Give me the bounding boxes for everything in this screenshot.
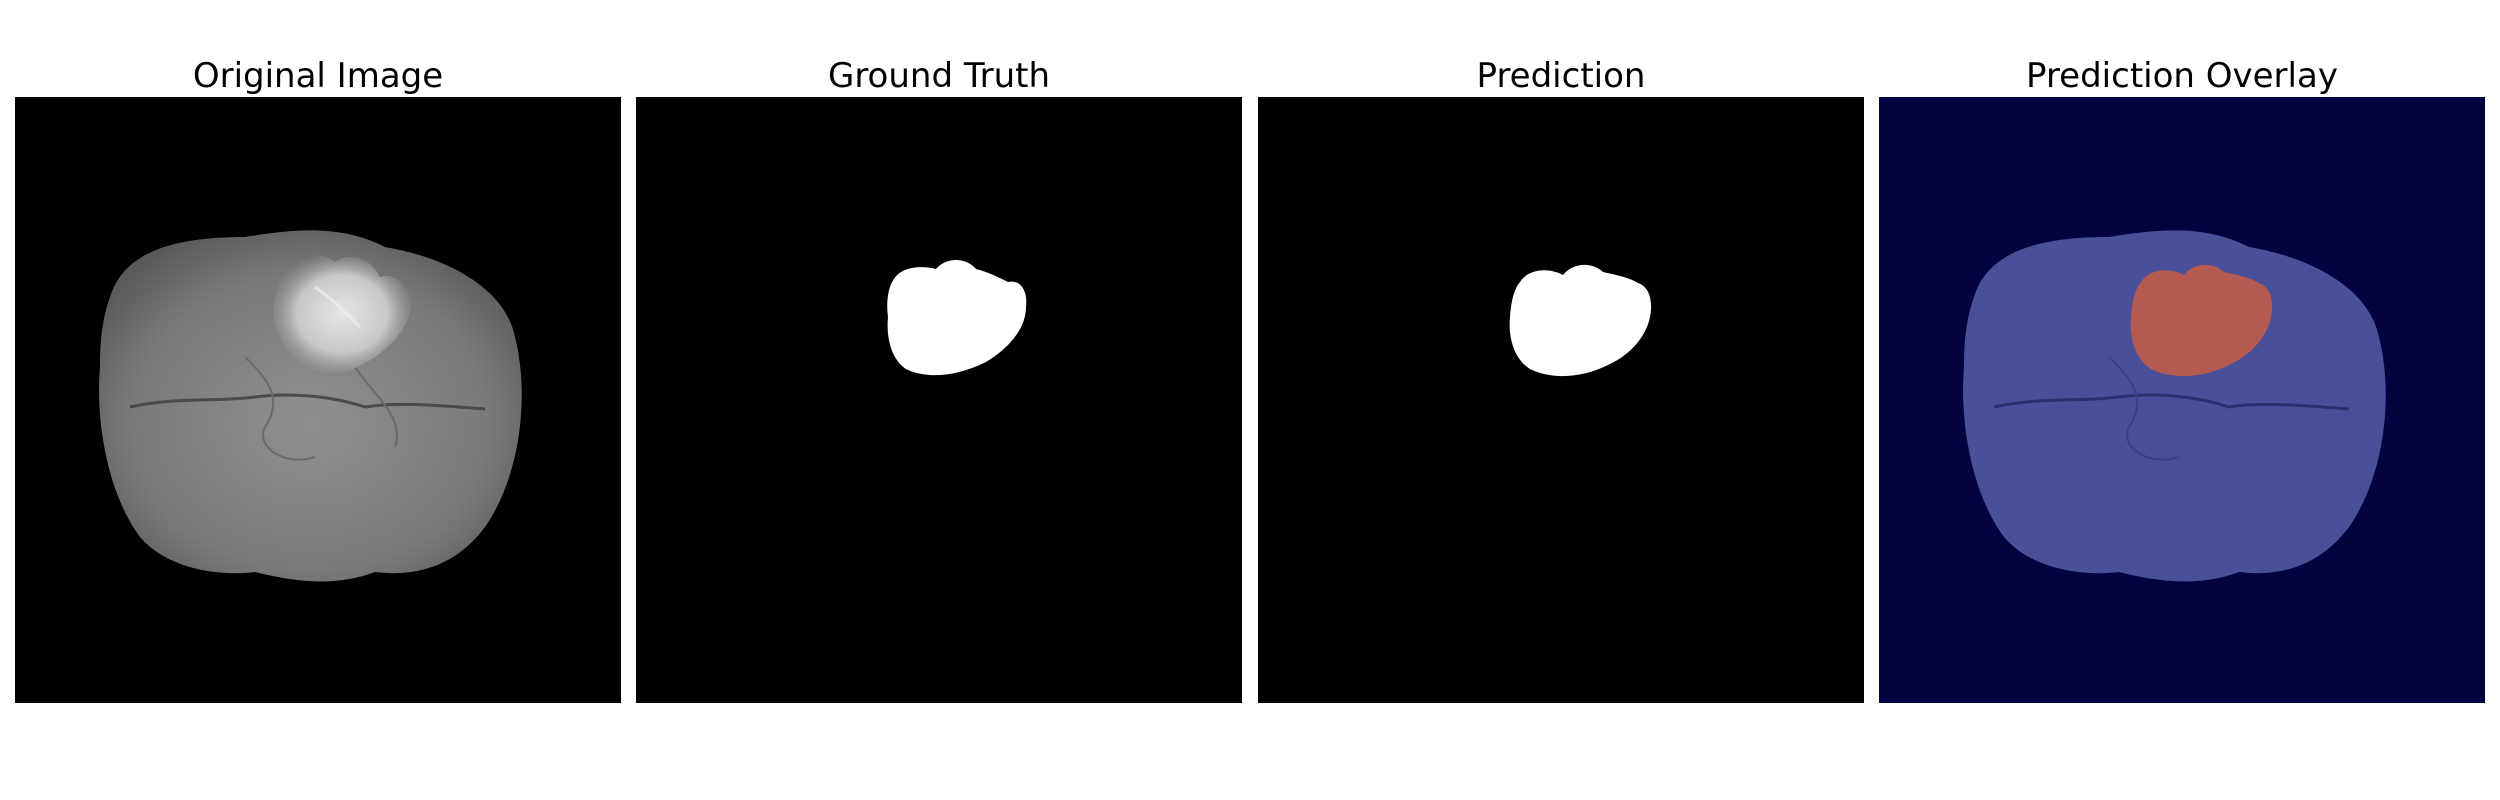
- brain-tissue: [99, 230, 522, 582]
- panel-prediction-overlay: Prediction Overlay: [1879, 0, 2485, 800]
- prediction-overlay-image: [1879, 97, 2485, 703]
- overlay-tumor-prediction: [2130, 264, 2273, 377]
- panel-ground-truth: Ground Truth: [636, 0, 1242, 800]
- overlay-brain-tissue: [1963, 230, 2386, 582]
- panel-title-overlay: Prediction Overlay: [2026, 56, 2338, 96]
- ground-truth-tumor-mask: [887, 260, 1027, 376]
- panel-title-original: Original Image: [192, 56, 444, 96]
- panel-title-prediction: Prediction: [1476, 56, 1646, 96]
- tumor-region: [273, 254, 411, 373]
- panel-prediction: Prediction: [1258, 0, 1864, 800]
- prediction-mask: [1258, 97, 1864, 703]
- original-mri-image: [15, 97, 621, 703]
- prediction-tumor-mask: [1509, 264, 1652, 377]
- ground-truth-mask: [636, 97, 1242, 703]
- panel-title-ground-truth: Ground Truth: [827, 56, 1051, 96]
- panel-original-image: Original Image: [15, 0, 621, 800]
